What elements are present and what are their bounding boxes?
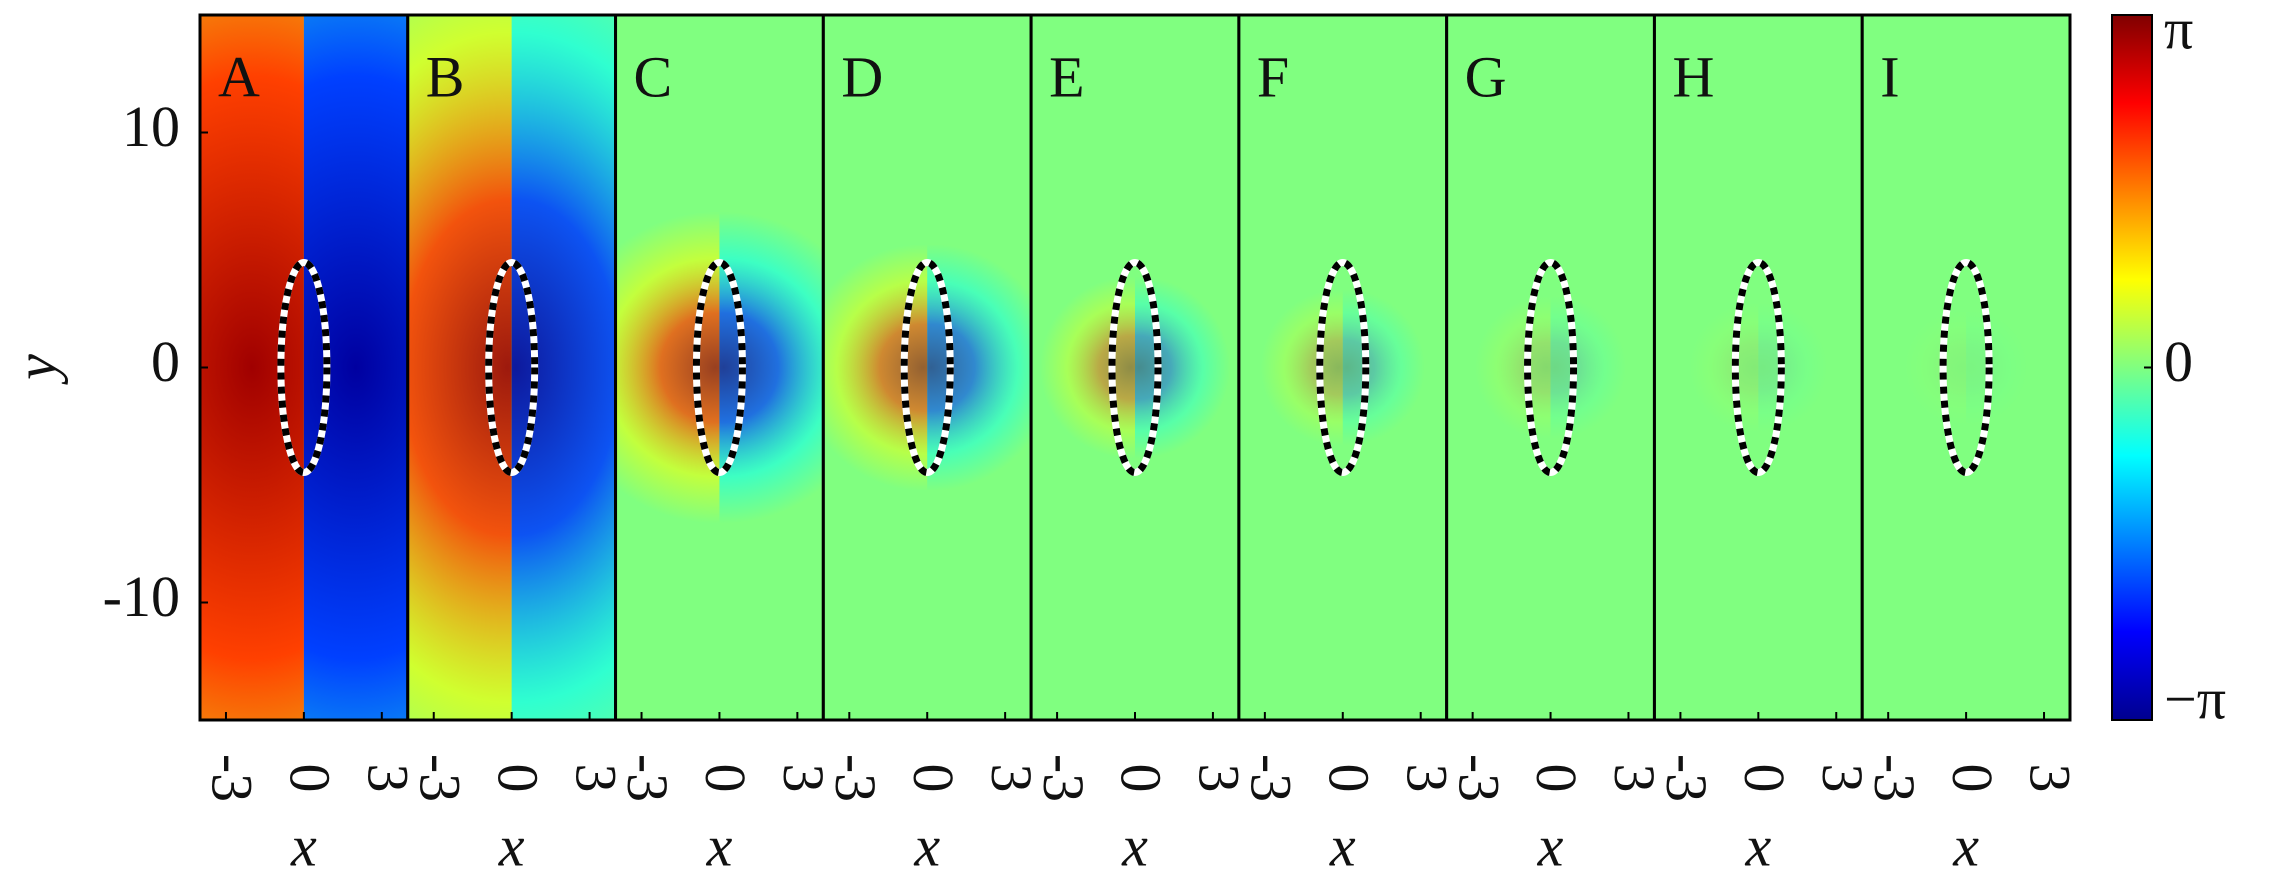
panel-label: E [1049, 44, 1084, 109]
x-tick-label: 0 [278, 764, 343, 793]
panel-label: C [634, 44, 673, 109]
x-tick-label: 0 [1524, 764, 1589, 793]
panel-label: D [841, 44, 883, 109]
x-tick-label: 3 [1602, 764, 1667, 793]
ellipse-dashes [277, 259, 331, 476]
ellipse-dashes [900, 259, 954, 476]
ellipse-dashes [1316, 259, 1370, 476]
x-tick-label: -3 [1446, 754, 1511, 802]
x-axis-label: x [1329, 813, 1356, 878]
phase-lobe [1654, 15, 1759, 720]
panel-label: I [1880, 44, 1899, 109]
phase-lobe [1135, 15, 1239, 720]
phase-panel [1654, 15, 1863, 720]
phase-lobe [511, 15, 616, 720]
ellipse-dashes [485, 259, 539, 476]
y-tick-label: 10 [122, 94, 180, 159]
x-axis-label: x [1952, 813, 1979, 878]
x-tick-label: 3 [355, 764, 420, 793]
x-axis-label: x [1744, 813, 1771, 878]
phase-lobe [1550, 15, 1655, 720]
x-axis-label: x [706, 813, 733, 878]
x-tick-label: 3 [771, 764, 836, 793]
x-tick-label: -3 [1031, 754, 1096, 802]
x-tick-label: -3 [1654, 754, 1719, 802]
phase-lobe [1862, 15, 1967, 720]
phase-lobe [615, 15, 720, 720]
phase-lobe [1031, 15, 1135, 720]
phase-lobe [1446, 15, 1551, 720]
x-tick-label: -3 [1239, 754, 1304, 802]
x-tick-label: 3 [1187, 764, 1252, 793]
phase-panel [1862, 15, 2070, 720]
x-axis-label: x [1121, 813, 1148, 878]
x-tick-label: 3 [2018, 764, 2083, 793]
ellipse-dashes [1524, 259, 1578, 476]
phase-panel [1446, 15, 1655, 720]
phase-panel [407, 15, 616, 720]
phase-panel [615, 15, 824, 720]
x-tick-label: 0 [1109, 764, 1174, 793]
x-tick-label: 3 [979, 764, 1044, 793]
phase-lobe [1758, 15, 1863, 720]
x-tick-label: 0 [693, 764, 758, 793]
y-tick-label: -10 [103, 564, 180, 629]
phase-lobe [927, 15, 1032, 720]
x-axis-label: x [290, 813, 317, 878]
x-tick-label: -3 [200, 754, 265, 802]
phase-panel [1031, 15, 1239, 720]
x-tick-label: -3 [823, 754, 888, 802]
x-tick-label: 0 [485, 764, 550, 793]
ellipse-dashes [692, 259, 746, 476]
x-tick-label: -3 [407, 754, 472, 802]
phase-panel [200, 15, 408, 720]
phase-lobe [823, 15, 928, 720]
y-axis-label: y [3, 354, 68, 385]
colorbar-tick-label: π [2164, 0, 2193, 61]
colorbar-tick-label: 0 [2164, 329, 2193, 394]
phase-lobe [200, 15, 304, 720]
x-tick-label: -3 [1862, 754, 1927, 802]
panel-label: G [1465, 44, 1507, 109]
phase-panel [1238, 15, 1447, 720]
panel-label: A [218, 44, 260, 109]
x-tick-label: 3 [1394, 764, 1459, 793]
phase-lobe [303, 15, 408, 720]
x-tick-label: 0 [901, 764, 966, 793]
x-tick-label: 0 [1732, 764, 1797, 793]
x-axis-label: x [913, 813, 940, 878]
x-tick-label: 0 [1940, 764, 2005, 793]
x-tick-label: -3 [615, 754, 680, 802]
x-axis-label: x [1537, 813, 1564, 878]
panel-label: B [426, 44, 465, 109]
x-tick-label: 3 [563, 764, 628, 793]
colorbar-tick-label: −π [2164, 666, 2226, 731]
phase-panel [823, 15, 1032, 720]
panel-label: F [1257, 44, 1289, 109]
phase-lobe [1966, 15, 2070, 720]
x-tick-label: 0 [1316, 764, 1381, 793]
x-axis-label: x [498, 813, 525, 878]
panel-label: H [1672, 44, 1714, 109]
ellipse-dashes [1108, 259, 1162, 476]
x-tick-label: 3 [1810, 764, 1875, 793]
ellipse-dashes [1731, 259, 1785, 476]
phase-lobe [1238, 15, 1343, 720]
phase-lobe [719, 15, 824, 720]
ellipse-dashes [1939, 259, 1993, 476]
phase-lobe [407, 15, 512, 720]
y-tick-label: 0 [151, 329, 180, 394]
phase-lobe [1342, 15, 1447, 720]
